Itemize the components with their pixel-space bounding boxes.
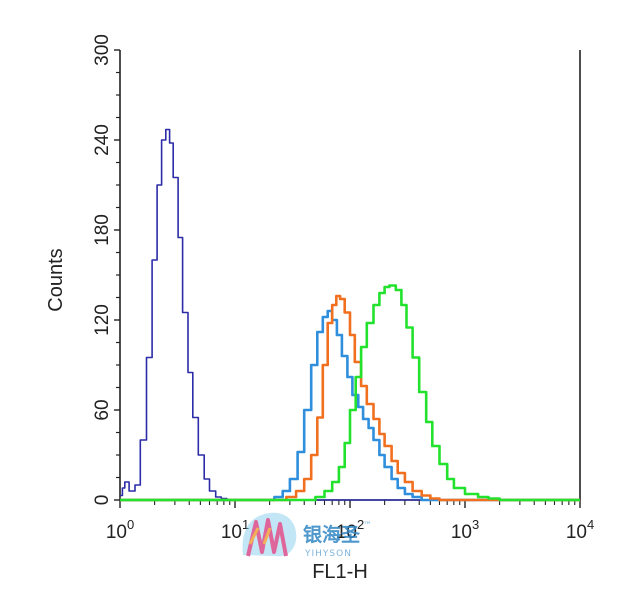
y-tick-label: 180 [92,214,113,246]
y-tick-label: 120 [92,304,113,336]
x-tick-label: 100 [106,517,134,543]
series-line-1 [120,128,580,501]
series-line-4 [120,284,580,502]
axes [114,49,581,508]
series-line-3 [120,294,580,502]
x-tick-label: 103 [451,517,479,543]
y-axis-title: Counts [45,248,67,311]
x-tick-label: 102 [336,517,364,543]
series-line-2 [120,309,580,502]
y-tick-label: 60 [92,399,113,420]
series-layer [120,128,580,502]
watermark-logo: 银海圣 YIHYSON ™ [242,512,373,559]
x-tick-label: 104 [566,517,594,543]
labels: 0 60 120 180 240 300 100 101 102 103 104 [92,34,594,543]
x-tick-label: 101 [221,517,249,543]
y-tick-label: 0 [92,495,113,506]
watermark-icon [242,512,297,557]
y-tick-label: 300 [92,34,113,66]
x-axis-title: FL1-H [312,561,368,583]
watermark-trademark: ™ [363,521,373,531]
watermark-text: 银海圣 [303,523,361,546]
y-tick-label: 240 [92,124,113,156]
watermark-subtext: YIHYSON [304,549,352,559]
